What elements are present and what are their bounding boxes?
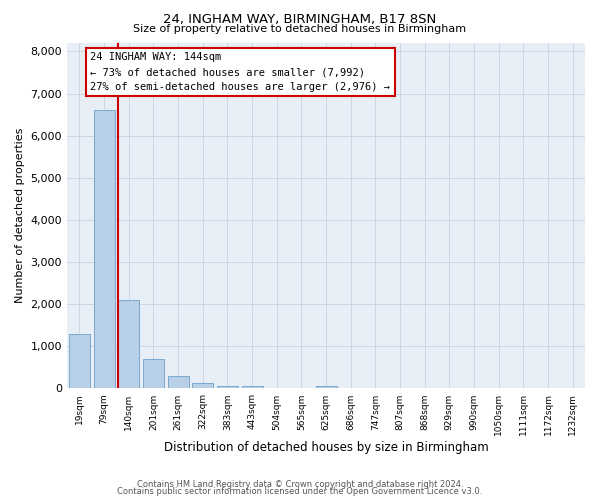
Bar: [242, 386, 263, 388]
Text: Size of property relative to detached houses in Birmingham: Size of property relative to detached ho…: [133, 24, 467, 34]
Bar: [167, 376, 188, 388]
Text: 24 INGHAM WAY: 144sqm
← 73% of detached houses are smaller (7,992)
27% of semi-d: 24 INGHAM WAY: 144sqm ← 73% of detached …: [91, 52, 391, 92]
Y-axis label: Number of detached properties: Number of detached properties: [15, 128, 25, 304]
Bar: [69, 334, 90, 388]
Bar: [94, 110, 115, 388]
Bar: [217, 386, 238, 388]
Bar: [316, 386, 337, 388]
Text: Contains HM Land Registry data © Crown copyright and database right 2024.: Contains HM Land Registry data © Crown c…: [137, 480, 463, 489]
Text: Contains public sector information licensed under the Open Government Licence v3: Contains public sector information licen…: [118, 487, 482, 496]
Bar: [192, 384, 213, 388]
X-axis label: Distribution of detached houses by size in Birmingham: Distribution of detached houses by size …: [164, 441, 488, 454]
Text: 24, INGHAM WAY, BIRMINGHAM, B17 8SN: 24, INGHAM WAY, BIRMINGHAM, B17 8SN: [163, 12, 437, 26]
Bar: [118, 300, 139, 388]
Bar: [143, 359, 164, 388]
